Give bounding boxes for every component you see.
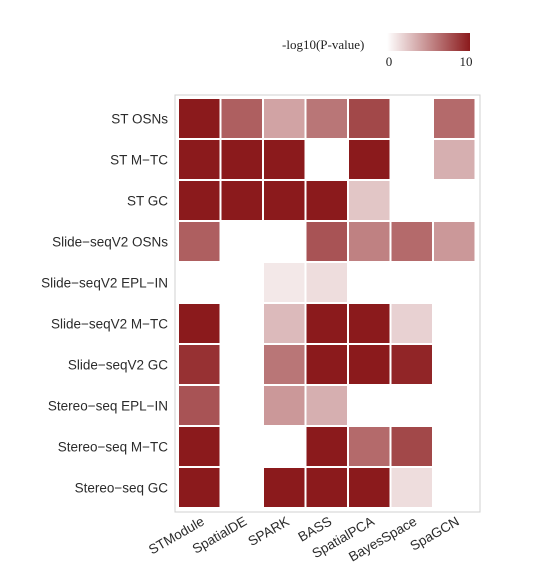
heatmap-cell-slide-seqv2-osns-spatialpca: [349, 222, 390, 261]
legend-color-bar: [387, 33, 470, 51]
heatmap-cells: [179, 99, 475, 507]
heatmap-cell-st-gc-spatialpca: [349, 181, 390, 220]
heatmap-cell-stereo-seq-gc-stmodule: [179, 468, 220, 507]
row-label-slide-seqv2-osns: Slide−seqV2 OSNs: [52, 235, 168, 250]
column-label-spagcn: SpaGCN: [407, 514, 461, 554]
heatmap-cell-st-m-tc-spagcn: [434, 140, 475, 179]
heatmap-cell-slide-seqv2-epl-in-spark: [264, 263, 305, 302]
heatmap-cell-stereo-seq-m-tc-stmodule: [179, 427, 220, 466]
legend-tick-min: 0: [386, 54, 393, 69]
row-label-slide-seqv2-epl-in: Slide−seqV2 EPL−IN: [41, 276, 168, 291]
heatmap-cell-st-gc-spatialde: [221, 181, 262, 220]
heatmap-cell-st-osns-spagcn: [434, 99, 475, 138]
heatmap-cell-slide-seqv2-m-tc-spatialpca: [349, 304, 390, 343]
heatmap-cell-stereo-seq-m-tc-bass: [306, 427, 347, 466]
heatmap-cell-slide-seqv2-gc-spark: [264, 345, 305, 384]
heatmap-cell-slide-seqv2-osns-spagcn: [434, 222, 475, 261]
heatmap-cell-stereo-seq-m-tc-spatialpca: [349, 427, 390, 466]
heatmap-cell-st-gc-spark: [264, 181, 305, 220]
heatmap-cell-st-m-tc-spatialde: [221, 140, 262, 179]
heatmap-cell-slide-seqv2-m-tc-bass: [306, 304, 347, 343]
heatmap-cell-slide-seqv2-osns-bayesspace: [391, 222, 432, 261]
row-label-st-m-tc: ST M−TC: [110, 153, 168, 168]
heatmap-cell-st-osns-bass: [306, 99, 347, 138]
row-label-slide-seqv2-gc: Slide−seqV2 GC: [68, 358, 168, 373]
heatmap-cell-slide-seqv2-m-tc-spark: [264, 304, 305, 343]
heatmap-cell-st-osns-spatialde: [221, 99, 262, 138]
heatmap-cell-slide-seqv2-gc-bass: [306, 345, 347, 384]
heatmap-cell-st-m-tc-spark: [264, 140, 305, 179]
heatmap-cell-st-osns-spark: [264, 99, 305, 138]
row-label-slide-seqv2-m-tc: Slide−seqV2 M−TC: [51, 317, 168, 332]
row-label-st-osns: ST OSNs: [111, 112, 168, 127]
heatmap-cell-st-gc-bass: [306, 181, 347, 220]
heatmap-cell-stereo-seq-m-tc-bayesspace: [391, 427, 432, 466]
heatmap-cell-slide-seqv2-osns-bass: [306, 222, 347, 261]
row-label-stereo-seq-gc: Stereo−seq GC: [75, 481, 169, 496]
heatmap-cell-stereo-seq-gc-bass: [306, 468, 347, 507]
heatmap-cell-stereo-seq-gc-spark: [264, 468, 305, 507]
heatmap-cell-st-gc-stmodule: [179, 181, 220, 220]
heatmap-cell-stereo-seq-epl-in-stmodule: [179, 386, 220, 425]
heatmap-cell-st-osns-stmodule: [179, 99, 220, 138]
row-label-st-gc: ST GC: [127, 194, 168, 209]
heatmap-cell-st-m-tc-stmodule: [179, 140, 220, 179]
heatmap-cell-stereo-seq-epl-in-bass: [306, 386, 347, 425]
heatmap-cell-slide-seqv2-gc-bayesspace: [391, 345, 432, 384]
legend-title: -log10(P-value): [282, 37, 364, 52]
heatmap-cell-slide-seqv2-osns-stmodule: [179, 222, 220, 261]
heatmap-cell-stereo-seq-gc-bayesspace: [391, 468, 432, 507]
row-label-stereo-seq-m-tc: Stereo−seq M−TC: [58, 440, 169, 455]
legend: -log10(P-value) 0 10: [282, 33, 473, 69]
row-labels: ST OSNs ST M−TC ST GC Slide−seqV2 OSNs Slide…: [41, 112, 168, 496]
plot-panel-border: [174, 94, 481, 513]
heatmap-cell-stereo-seq-gc-spatialpca: [349, 468, 390, 507]
column-label-spark: SPARK: [245, 514, 291, 549]
heatmap-cell-st-m-tc-spatialpca: [349, 140, 390, 179]
row-label-stereo-seq-epl-in: Stereo−seq EPL−IN: [48, 399, 168, 414]
heatmap-cell-slide-seqv2-epl-in-bass: [306, 263, 347, 302]
heatmap-cell-slide-seqv2-m-tc-stmodule: [179, 304, 220, 343]
heatmap-cell-slide-seqv2-gc-spatialpca: [349, 345, 390, 384]
legend-tick-max: 10: [460, 54, 473, 69]
heatmap-cell-slide-seqv2-m-tc-bayesspace: [391, 304, 432, 343]
heatmap-cell-st-osns-spatialpca: [349, 99, 390, 138]
heatmap-cell-slide-seqv2-gc-stmodule: [179, 345, 220, 384]
heatmap-cell-stereo-seq-epl-in-spark: [264, 386, 305, 425]
